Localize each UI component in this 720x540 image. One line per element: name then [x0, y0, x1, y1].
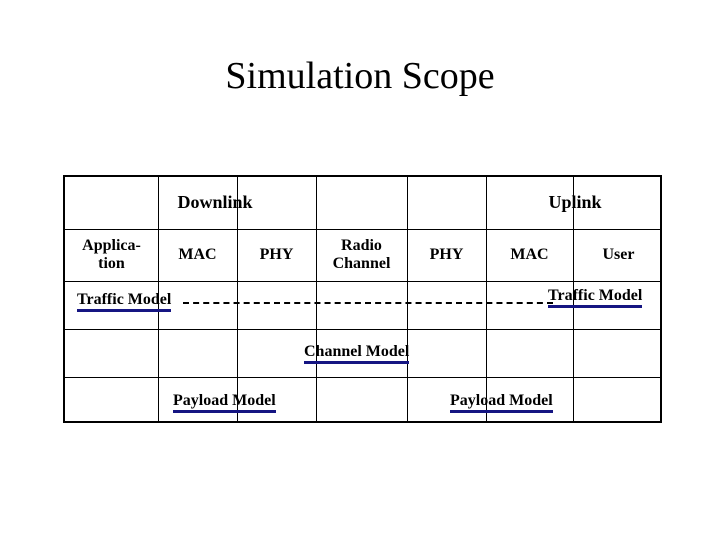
grid-hline — [65, 377, 660, 378]
col-phy-ul: PHY — [407, 229, 486, 281]
col-mac-ul: MAC — [486, 229, 573, 281]
col-user: User — [573, 229, 664, 281]
col-radio-channel: Radio Channel — [316, 229, 407, 281]
header-downlink: Downlink — [135, 177, 295, 229]
diagram-grid: Downlink Uplink Applica- tion MAC PHY Ra… — [63, 175, 662, 423]
col-phy-dl: PHY — [237, 229, 316, 281]
traffic-model-dashline — [183, 302, 553, 304]
col-application: Applica- tion — [65, 229, 158, 281]
grid-hline — [65, 329, 660, 330]
grid-vline — [316, 177, 317, 421]
page-title: Simulation Scope — [0, 0, 720, 128]
grid-vline — [407, 177, 408, 421]
label-traffic-model-right: Traffic Model — [548, 288, 642, 308]
col-mac-dl: MAC — [158, 229, 237, 281]
label-traffic-model-left: Traffic Model — [77, 292, 171, 312]
grid-hline — [65, 281, 660, 282]
label-payload-model-left: Payload Model — [173, 393, 276, 413]
label-payload-model-right: Payload Model — [450, 393, 553, 413]
label-channel-model: Channel Model — [304, 344, 409, 364]
header-uplink: Uplink — [486, 177, 664, 229]
